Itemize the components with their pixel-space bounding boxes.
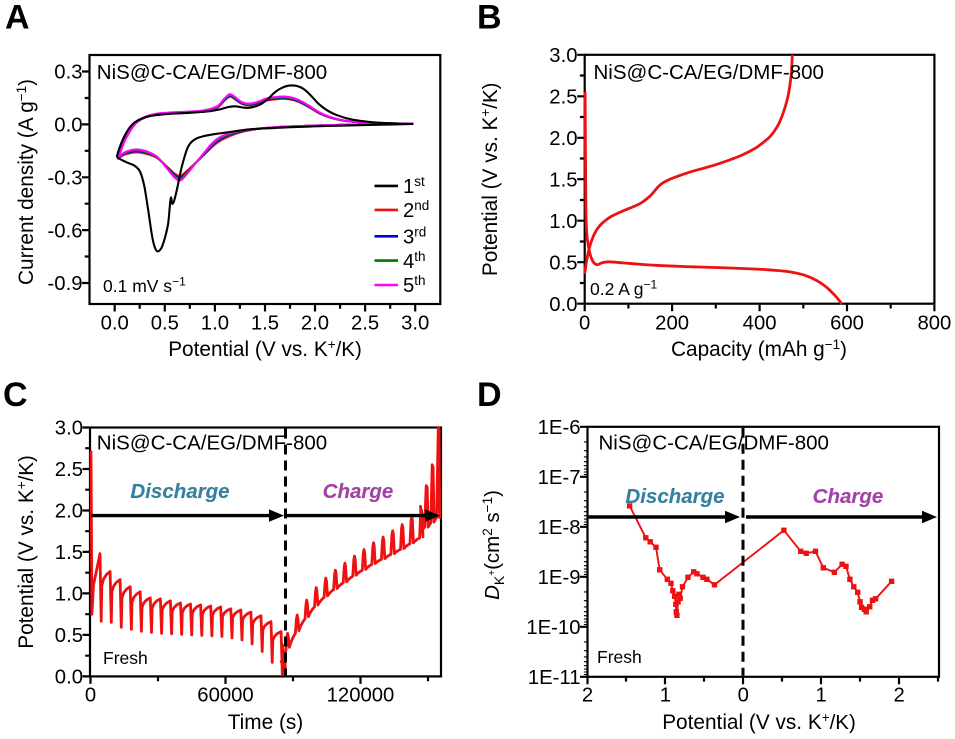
svg-text:0.5: 0.5 [55,625,83,647]
svg-text:1E-11: 1E-11 [528,667,581,689]
svg-text:Current density (A g−1): Current density (A g−1) [14,79,38,285]
svg-text:0: 0 [579,313,590,335]
svg-text:2.0: 2.0 [301,313,329,335]
svg-text:60000: 60000 [197,685,253,707]
svg-text:DK+(cm2 s−1): DK+(cm2 s−1) [480,490,507,600]
svg-text:0.0: 0.0 [54,115,82,137]
svg-text:-0.6: -0.6 [48,220,83,242]
svg-text:Discharge: Discharge [625,485,724,508]
svg-text:600: 600 [830,313,864,335]
svg-text:0.5: 0.5 [151,313,179,335]
svg-text:3.0: 3.0 [401,313,429,335]
svg-text:1.0: 1.0 [549,211,577,233]
svg-text:NiS@C-CA/EG/DMF-800: NiS@C-CA/EG/DMF-800 [97,61,327,84]
svg-text:0: 0 [85,685,96,707]
svg-text:1: 1 [660,685,671,707]
svg-text:Charge: Charge [813,485,884,508]
svg-text:Capacity (mAh g−1): Capacity (mAh g−1) [671,337,847,361]
svg-text:NiS@C-CA/EG/DMF-800: NiS@C-CA/EG/DMF-800 [97,432,327,455]
svg-text:1.0: 1.0 [55,584,83,606]
svg-text:Fresh: Fresh [103,648,148,668]
svg-text:0.1 mV s−1: 0.1 mV s−1 [103,275,186,297]
svg-text:Potential (V vs. K+/K): Potential (V vs. K+/K) [14,455,38,649]
svg-text:1E-6: 1E-6 [538,417,581,439]
svg-text:200: 200 [655,313,689,335]
svg-text:1E-8: 1E-8 [538,517,581,539]
svg-text:2.5: 2.5 [549,87,577,109]
svg-text:2.5: 2.5 [351,313,379,335]
svg-text:0.2 A g−1: 0.2 A g−1 [590,278,658,300]
svg-text:3.0: 3.0 [549,45,577,67]
svg-text:1.5: 1.5 [549,169,577,191]
svg-text:400: 400 [743,313,777,335]
svg-text:0.0: 0.0 [549,294,577,316]
svg-text:NiS@C-CA/EG/DMF-800: NiS@C-CA/EG/DMF-800 [594,61,824,84]
svg-text:3.0: 3.0 [55,418,83,440]
svg-text:120000: 120000 [327,685,395,707]
svg-text:1.5: 1.5 [55,542,83,564]
svg-text:B: B [477,0,502,37]
svg-text:1.5: 1.5 [251,313,279,335]
svg-text:-0.3: -0.3 [48,168,83,190]
svg-text:2.0: 2.0 [55,501,83,523]
svg-text:0.0: 0.0 [55,667,83,689]
svg-text:D: D [477,376,502,414]
svg-text:2.5: 2.5 [55,459,83,481]
svg-text:Charge: Charge [323,480,394,503]
svg-text:A: A [5,0,30,37]
svg-text:1.0: 1.0 [201,313,229,335]
svg-text:Time (s): Time (s) [228,711,303,734]
svg-text:NiS@C-CA/EG/DMF-800: NiS@C-CA/EG/DMF-800 [599,432,829,455]
svg-text:0: 0 [738,685,749,707]
svg-text:-0.9: -0.9 [48,273,83,295]
svg-text:2: 2 [893,685,904,707]
svg-text:1E-9: 1E-9 [538,567,581,589]
svg-text:1E-10: 1E-10 [526,617,580,639]
svg-text:2: 2 [582,685,593,707]
svg-text:Discharge: Discharge [130,480,229,503]
svg-text:0.0: 0.0 [101,313,129,335]
svg-text:0.5: 0.5 [549,252,577,274]
svg-text:Potential (V vs. K+/K): Potential (V vs. K+/K) [478,82,502,276]
svg-text:2.0: 2.0 [549,128,577,150]
svg-text:800: 800 [917,313,951,335]
svg-text:1: 1 [816,685,827,707]
svg-text:1E-7: 1E-7 [538,467,581,489]
svg-text:Fresh: Fresh [597,647,642,667]
svg-text:C: C [3,376,28,414]
svg-text:0.3: 0.3 [54,62,82,84]
